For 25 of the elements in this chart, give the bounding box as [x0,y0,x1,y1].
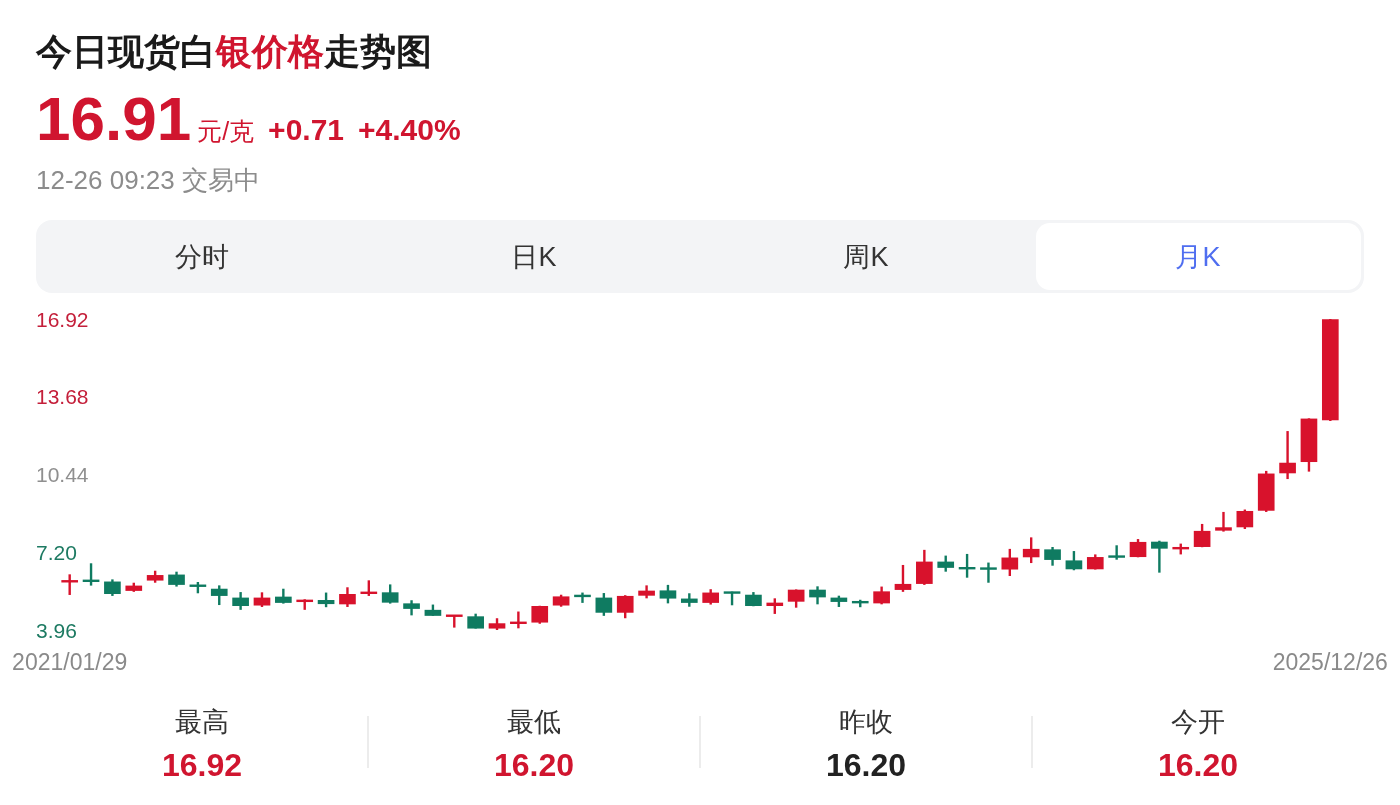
title: 今日现货白银价格走势图 [36,31,432,72]
status: 12-26 09:23 交易中 [36,165,260,195]
stat-label: 今开 [1171,707,1225,737]
tab-label: 分时 [175,241,229,272]
y-tick-label: 7.20 [36,540,77,564]
stat-value: 16.20 [825,747,907,783]
y-tick-label: 10.44 [36,463,89,486]
y-tick-label: 3.96 [36,618,77,642]
y-tick-label: 13.68 [36,385,89,409]
tab-label: 周K [843,241,889,272]
stat-value: 16.92 [161,747,243,783]
stat-label: 最高 [175,707,229,737]
stat-value: 16.20 [493,747,575,783]
price: 16.91 [36,84,192,153]
tab-label: 日K [511,241,557,272]
price-unit: 元/克 [197,117,255,145]
change-percent: +4.40% [358,113,461,146]
x-tick-label: 2025/12/26 [1272,649,1388,675]
change: +0.71 [268,113,345,146]
x-tick-label: 2021/01/29 [12,649,128,675]
stat-label: 最低 [507,707,561,737]
stat-label: 昨收 [839,707,893,737]
stat-value: 16.20 [1157,747,1239,783]
y-tick-label: 16.92 [36,307,89,331]
tab-label: 月K [1175,241,1221,272]
